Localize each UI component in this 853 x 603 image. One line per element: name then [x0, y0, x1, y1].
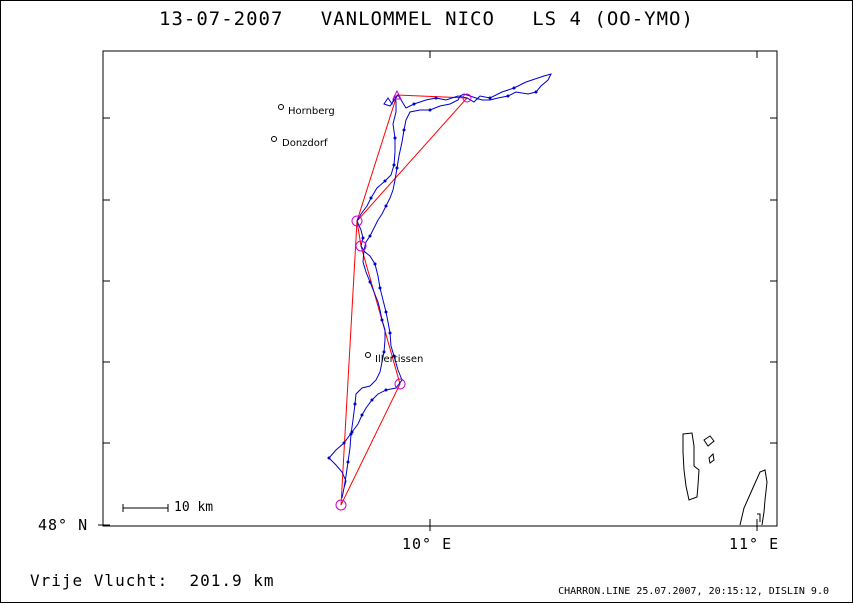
city-label-donzdorf: Donzdorf: [282, 138, 328, 149]
city-label-illertissen: Illertissen: [375, 354, 424, 365]
right-ticks: [770, 117, 777, 444]
town-marker-illertissen: [365, 352, 371, 358]
turnpoints: [335, 89, 472, 511]
x-axis-label-11e: 11° E: [729, 535, 780, 553]
y-axis-label: 48° N: [38, 516, 89, 534]
credits-text: CHARRON.LINE 25.07.2007, 20:15:12, DISLI…: [558, 586, 829, 597]
finish-triangle: [392, 89, 402, 100]
plot-frame: [102, 50, 778, 527]
turnpoint-1: [351, 215, 363, 227]
x-axis-label-10e: 10° E: [402, 535, 453, 553]
town-marker-donzdorf: [271, 136, 277, 142]
left-ticks: [98, 117, 110, 526]
turnpoint-4: [462, 93, 472, 103]
top-ticks: [429, 51, 758, 58]
bottom-ticks: [429, 519, 758, 531]
track-points: [327, 86, 538, 464]
task-route: [340, 94, 469, 506]
start-point: [335, 499, 347, 511]
lake-outlines: [682, 432, 768, 526]
distance-text: Vrije Vlucht: 201.9 km: [30, 571, 275, 590]
town-markers: [271, 104, 371, 358]
turnpoint-3: [394, 378, 406, 390]
gps-track: [328, 73, 552, 499]
page-title: 13-07-2007 VANLOMMEL NICO LS 4 (OO-YMO): [159, 8, 694, 30]
scale-bar: [122, 504, 169, 512]
city-label-hornberg: Hornberg: [288, 106, 335, 117]
scale-label: 10 km: [174, 500, 214, 515]
town-marker-hornberg: [278, 104, 284, 110]
turnpoint-2: [355, 240, 367, 252]
